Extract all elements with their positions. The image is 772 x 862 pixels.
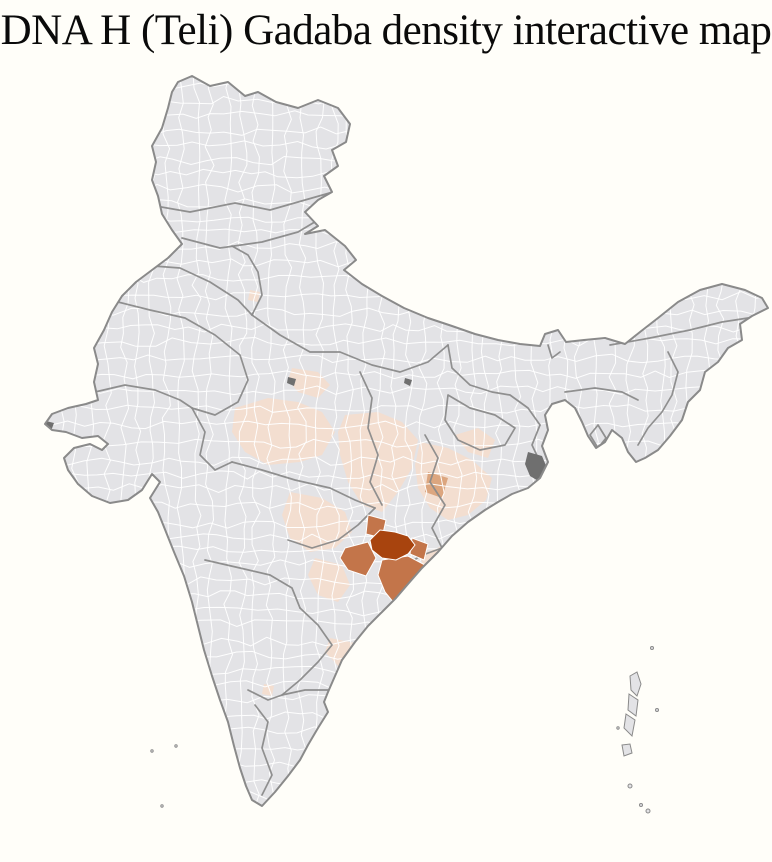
islands [150, 646, 659, 814]
density-region-low[interactable] [232, 398, 335, 465]
density-region-high-hotspot[interactable] [369, 529, 416, 561]
page-title: DNA H (Teli) Gadaba density interactive … [0, 7, 772, 54]
density-region-low[interactable] [338, 412, 418, 512]
urban-patch [287, 377, 296, 386]
urban-patch [404, 378, 412, 386]
density-region-medium-high[interactable] [339, 541, 377, 577]
state-borders [94, 191, 749, 796]
